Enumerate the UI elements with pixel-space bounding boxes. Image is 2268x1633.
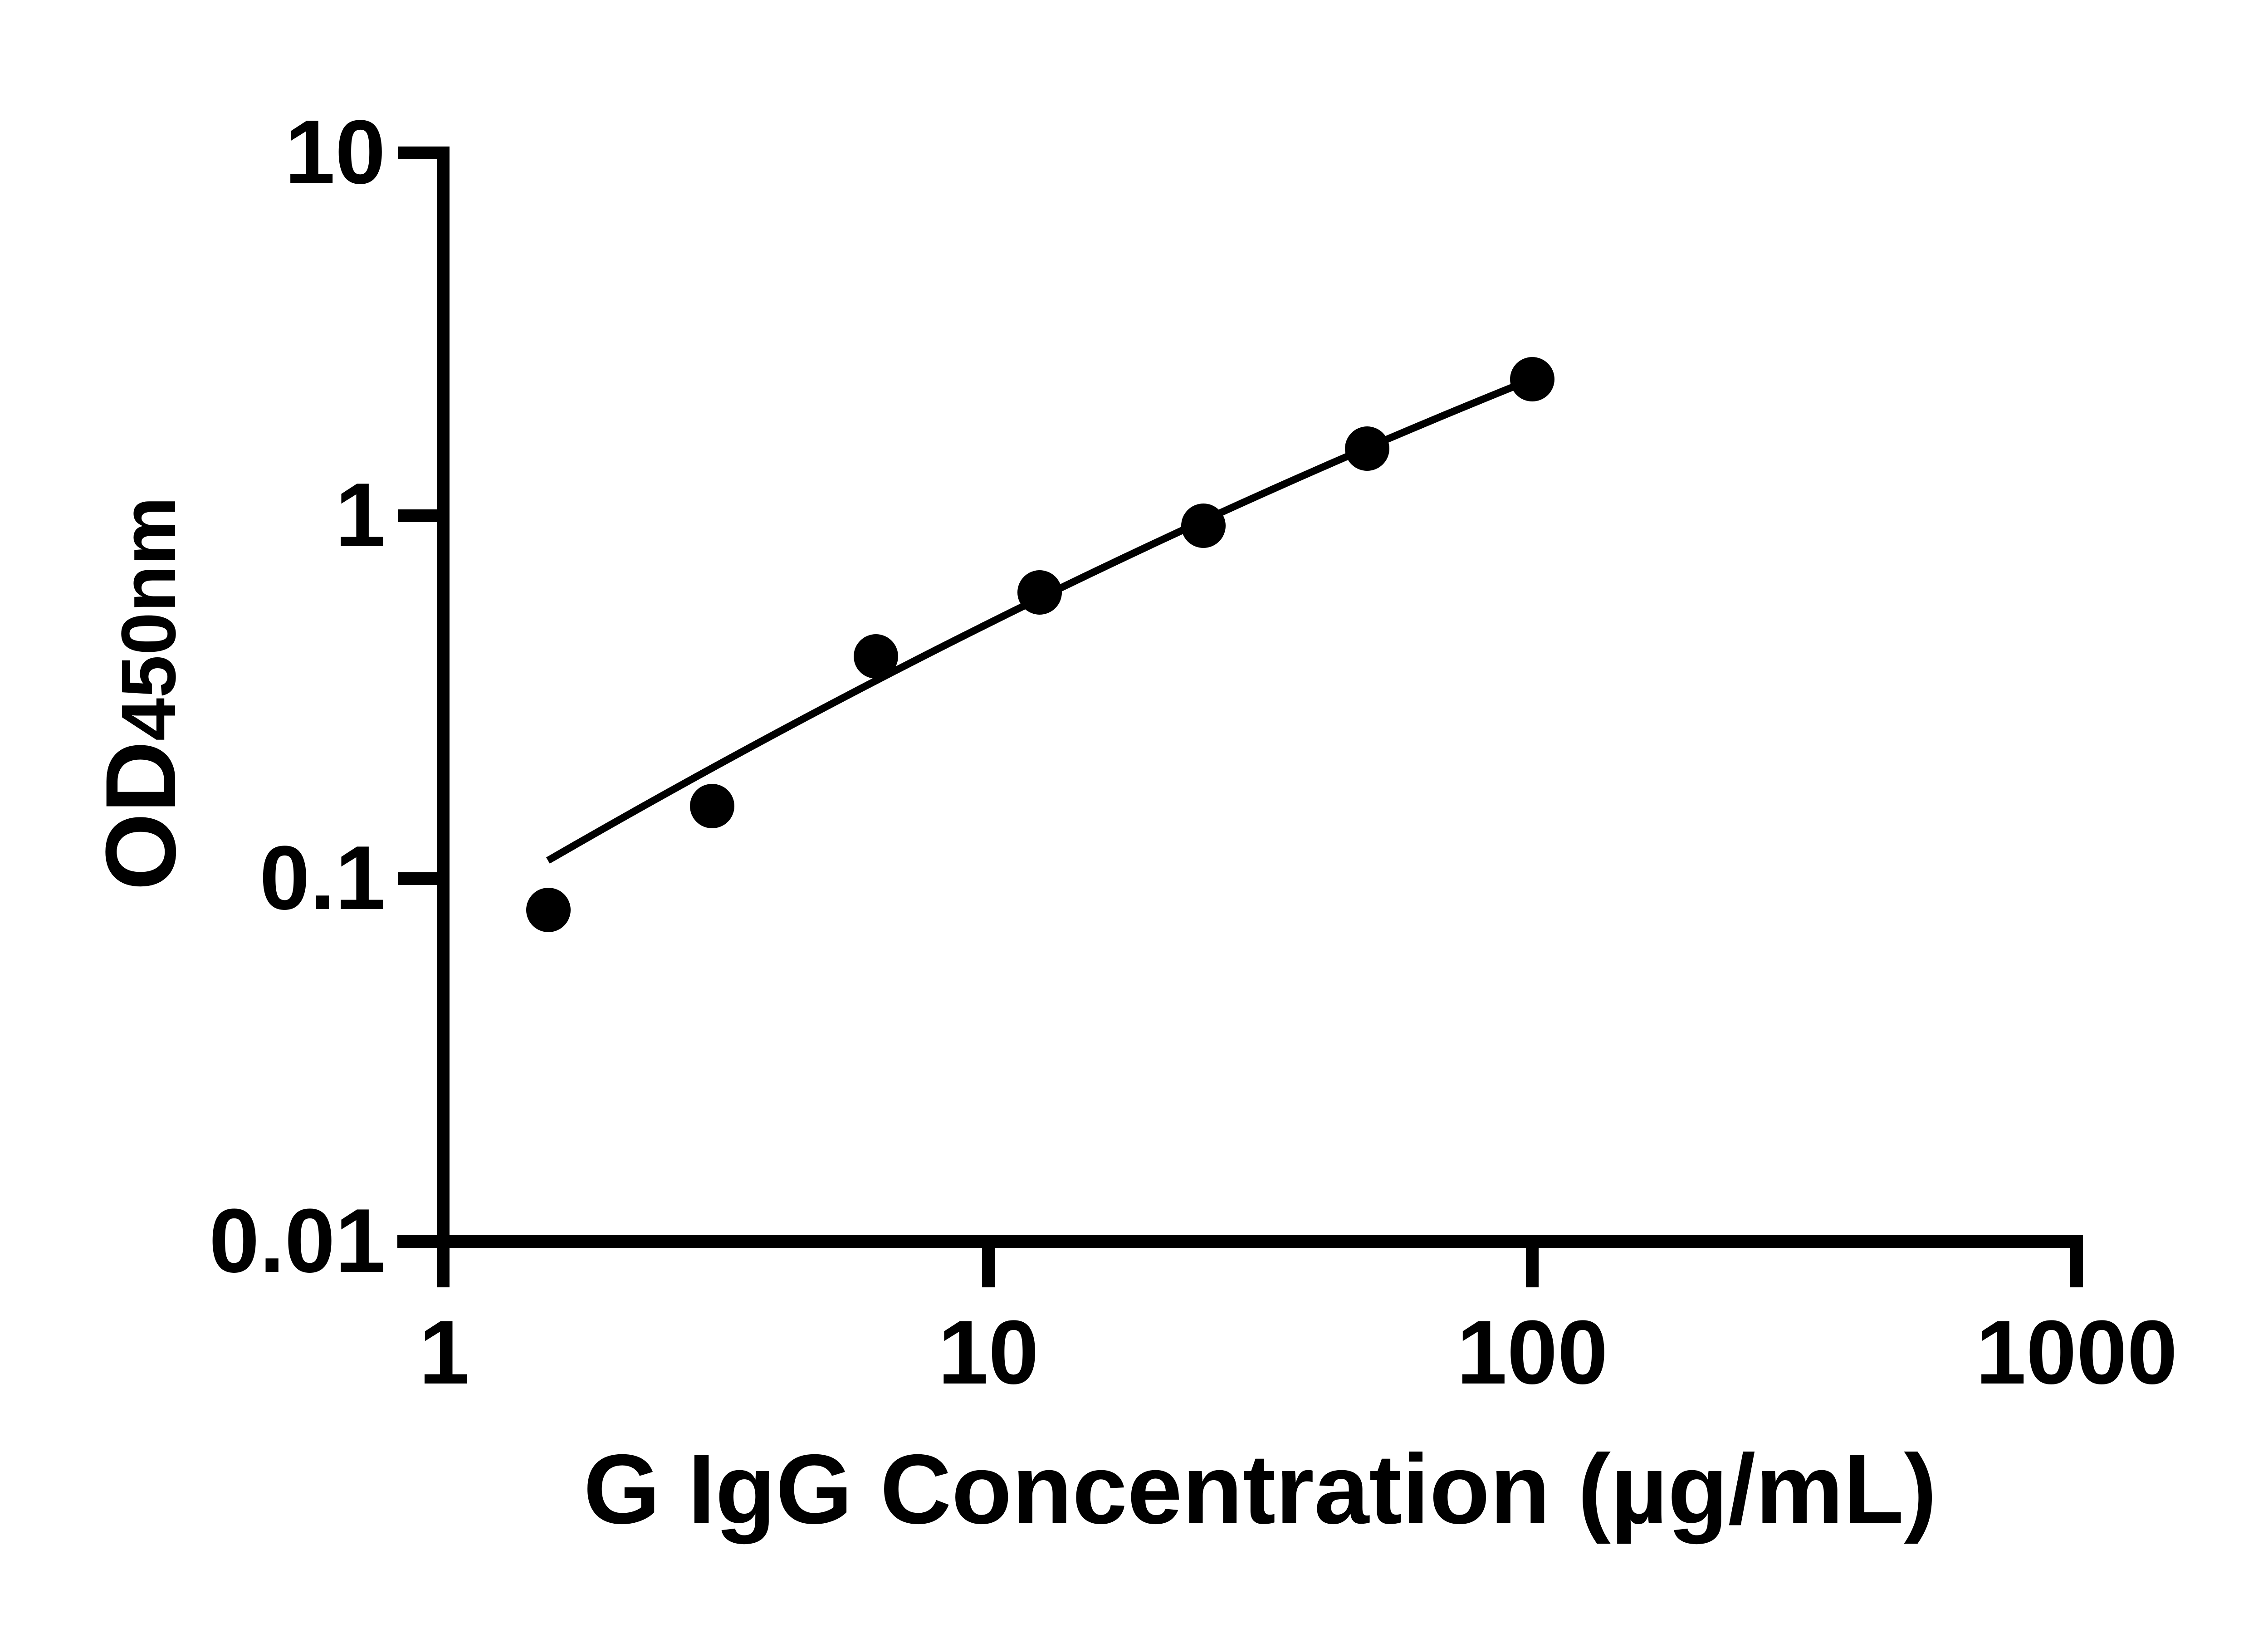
- svg-text:1000: 1000: [1976, 1302, 2178, 1403]
- svg-text:10: 10: [938, 1302, 1039, 1403]
- svg-text:1: 1: [419, 1302, 469, 1403]
- svg-text:OD450nm: OD450nm: [85, 497, 196, 891]
- svg-text:10: 10: [285, 102, 386, 203]
- svg-text:G IgG Concentration (µg/mL): G IgG Concentration (µg/mL): [583, 1434, 1937, 1545]
- svg-text:0.01: 0.01: [209, 1190, 386, 1291]
- svg-text:1: 1: [335, 464, 386, 566]
- svg-text:0.1: 0.1: [259, 827, 386, 929]
- svg-text:100: 100: [1457, 1302, 1608, 1403]
